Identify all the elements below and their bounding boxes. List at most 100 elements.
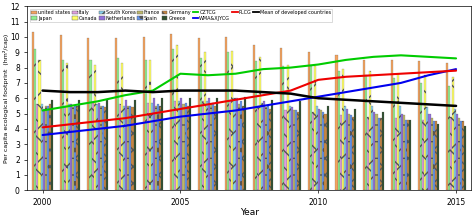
Bar <box>435 121 437 190</box>
Bar <box>284 110 287 190</box>
Bar <box>123 106 125 190</box>
Bar <box>43 109 45 190</box>
Bar <box>231 51 234 190</box>
Bar <box>348 114 350 190</box>
Bar <box>125 100 128 190</box>
Bar <box>450 117 452 190</box>
Bar <box>115 38 117 190</box>
Bar <box>380 118 382 190</box>
Bar <box>320 110 322 190</box>
Bar <box>234 98 236 190</box>
Bar <box>212 103 214 190</box>
Bar <box>70 104 72 190</box>
Bar <box>363 60 365 190</box>
Bar <box>344 106 346 190</box>
Bar <box>424 75 427 190</box>
Bar <box>74 106 76 190</box>
Bar <box>259 57 261 190</box>
Bar <box>339 115 342 190</box>
Bar <box>397 74 399 190</box>
Bar <box>310 66 312 190</box>
Bar <box>189 98 191 190</box>
Bar <box>407 120 409 190</box>
Bar <box>157 104 159 190</box>
Bar <box>244 97 246 190</box>
Bar <box>121 63 123 190</box>
Bar <box>405 120 407 190</box>
Bar <box>78 100 81 190</box>
Bar <box>272 100 273 190</box>
Bar <box>87 38 90 190</box>
Bar <box>34 49 36 190</box>
Bar <box>178 101 181 190</box>
Bar <box>229 100 231 190</box>
Bar <box>454 109 456 190</box>
Bar <box>295 110 297 190</box>
Bar <box>391 60 392 190</box>
Bar <box>265 107 267 190</box>
Bar <box>182 104 184 190</box>
Bar <box>336 55 337 190</box>
Bar <box>374 112 375 190</box>
Bar <box>462 121 465 190</box>
Bar <box>456 114 458 190</box>
Bar <box>106 100 108 190</box>
Bar <box>236 98 237 190</box>
Bar <box>242 106 244 190</box>
Bar <box>297 112 299 190</box>
Bar <box>206 101 208 190</box>
Bar <box>365 75 367 190</box>
Bar <box>181 98 182 190</box>
Bar <box>174 101 176 190</box>
Bar <box>146 103 149 190</box>
Bar <box>151 103 153 190</box>
Bar <box>324 114 327 190</box>
Bar <box>208 98 210 190</box>
Bar <box>418 61 420 190</box>
Bar <box>337 71 339 190</box>
Bar <box>253 45 255 190</box>
Bar <box>62 60 64 190</box>
Bar <box>314 66 316 190</box>
Bar <box>170 34 172 190</box>
Bar <box>293 110 295 190</box>
Bar <box>409 120 411 190</box>
Bar <box>172 49 174 190</box>
Bar <box>299 101 301 190</box>
Bar <box>143 37 145 190</box>
Bar <box>36 104 38 190</box>
Bar <box>255 61 257 190</box>
Bar <box>98 103 100 190</box>
Bar <box>401 114 403 190</box>
Bar <box>446 63 448 190</box>
Bar <box>237 104 240 190</box>
Bar <box>155 106 157 190</box>
Bar <box>433 121 435 190</box>
Bar <box>49 104 51 190</box>
Bar <box>354 109 356 190</box>
Bar <box>460 121 462 190</box>
Bar <box>427 107 428 190</box>
Bar <box>90 60 91 190</box>
Bar <box>66 63 68 190</box>
Bar <box>200 58 202 190</box>
Bar <box>375 114 377 190</box>
Bar <box>437 124 439 190</box>
Bar <box>392 78 395 190</box>
Bar <box>280 48 283 190</box>
Bar <box>428 114 430 190</box>
Bar <box>216 98 219 190</box>
Bar <box>352 117 354 190</box>
X-axis label: Year: Year <box>240 208 259 217</box>
Bar <box>227 52 229 190</box>
Bar <box>153 98 155 190</box>
Bar <box>202 101 204 190</box>
Bar <box>64 106 66 190</box>
Bar <box>104 107 106 190</box>
Bar <box>316 106 318 190</box>
Bar <box>422 120 424 190</box>
Bar <box>448 86 450 190</box>
Bar <box>134 100 136 190</box>
Bar <box>128 106 129 190</box>
Y-axis label: Per capita ecological footprint  (hm²/cap): Per capita ecological footprint (hm²/cap… <box>3 34 9 163</box>
